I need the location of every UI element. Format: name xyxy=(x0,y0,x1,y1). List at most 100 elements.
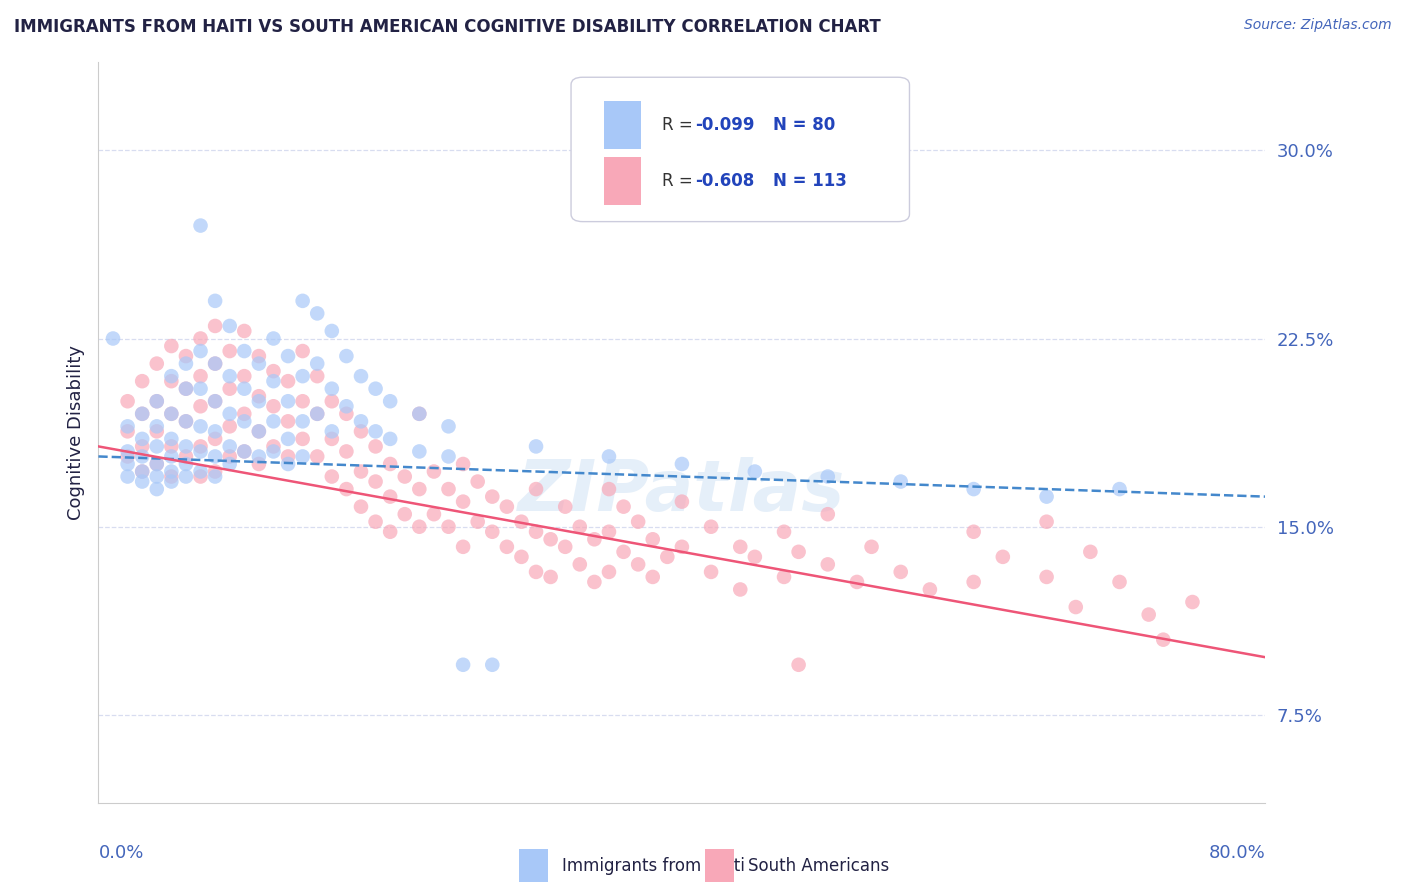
Point xyxy=(962,524,984,539)
Point xyxy=(247,349,270,363)
Point xyxy=(233,324,256,338)
Point xyxy=(233,369,256,384)
Point xyxy=(467,475,489,489)
Point xyxy=(1035,490,1057,504)
Point xyxy=(408,407,430,421)
Point xyxy=(204,450,226,464)
Text: N = 113: N = 113 xyxy=(773,172,846,190)
Point xyxy=(364,475,387,489)
Point xyxy=(117,457,139,471)
Text: R =: R = xyxy=(662,116,697,135)
Point xyxy=(451,540,474,554)
Point xyxy=(160,432,183,446)
Point xyxy=(204,357,226,371)
Point xyxy=(394,507,416,521)
Point xyxy=(627,558,650,572)
Point xyxy=(1152,632,1174,647)
Point xyxy=(204,357,226,371)
Point xyxy=(671,457,693,471)
Point xyxy=(262,439,284,453)
Text: -0.608: -0.608 xyxy=(695,172,754,190)
Point xyxy=(1137,607,1160,622)
Point xyxy=(437,482,460,496)
Point xyxy=(1035,515,1057,529)
Text: 80.0%: 80.0% xyxy=(1209,845,1265,863)
Point xyxy=(554,500,576,514)
Point xyxy=(991,549,1014,564)
Point xyxy=(247,425,270,439)
Point xyxy=(364,425,387,439)
Point xyxy=(233,407,256,421)
Point xyxy=(262,399,284,413)
Point xyxy=(380,457,402,471)
Point xyxy=(408,482,430,496)
Point xyxy=(262,374,284,388)
Point xyxy=(335,399,357,413)
Point xyxy=(394,469,416,483)
Point xyxy=(321,425,343,439)
Text: ZIPatlas: ZIPatlas xyxy=(519,458,845,526)
Point xyxy=(364,439,387,453)
Point xyxy=(204,318,226,333)
Point xyxy=(598,482,620,496)
Point xyxy=(262,414,284,428)
Point xyxy=(218,382,240,396)
Point xyxy=(510,515,533,529)
Point xyxy=(335,444,357,458)
Point xyxy=(146,439,169,453)
Point xyxy=(583,574,606,589)
Text: -0.099: -0.099 xyxy=(695,116,754,135)
Point xyxy=(364,382,387,396)
Point xyxy=(146,425,169,439)
Point xyxy=(204,432,226,446)
Point xyxy=(117,419,139,434)
Point xyxy=(730,582,752,597)
Point xyxy=(612,500,634,514)
Point xyxy=(174,414,197,428)
Point xyxy=(568,558,591,572)
Point xyxy=(350,369,373,384)
Point xyxy=(160,369,183,384)
Point xyxy=(380,524,402,539)
Point xyxy=(350,465,373,479)
Point xyxy=(408,444,430,458)
Point xyxy=(277,349,299,363)
Point xyxy=(817,469,839,483)
Point xyxy=(174,457,197,471)
Point xyxy=(423,465,446,479)
Point xyxy=(627,515,650,529)
Point xyxy=(190,439,212,453)
Point xyxy=(190,369,212,384)
Point xyxy=(247,425,270,439)
Point xyxy=(817,558,839,572)
Point xyxy=(291,450,314,464)
Point xyxy=(117,425,139,439)
Text: Source: ZipAtlas.com: Source: ZipAtlas.com xyxy=(1244,18,1392,32)
Point xyxy=(262,444,284,458)
Point xyxy=(247,450,270,464)
Point xyxy=(890,475,912,489)
Point xyxy=(204,465,226,479)
Point xyxy=(277,394,299,409)
Point xyxy=(247,357,270,371)
Point xyxy=(408,407,430,421)
Point xyxy=(291,369,314,384)
Point xyxy=(146,394,169,409)
Point xyxy=(247,389,270,403)
Text: R =: R = xyxy=(662,172,697,190)
Point xyxy=(307,407,329,421)
Point xyxy=(190,465,212,479)
Point xyxy=(146,357,169,371)
Point xyxy=(568,520,591,534)
Point xyxy=(380,432,402,446)
Point xyxy=(174,382,197,396)
Point xyxy=(131,407,153,421)
Point xyxy=(918,582,941,597)
Point xyxy=(190,331,212,345)
Point xyxy=(364,515,387,529)
Point xyxy=(671,494,693,508)
Point xyxy=(218,318,240,333)
Point xyxy=(204,469,226,483)
Point xyxy=(307,306,329,320)
Text: South Americans: South Americans xyxy=(748,856,890,875)
